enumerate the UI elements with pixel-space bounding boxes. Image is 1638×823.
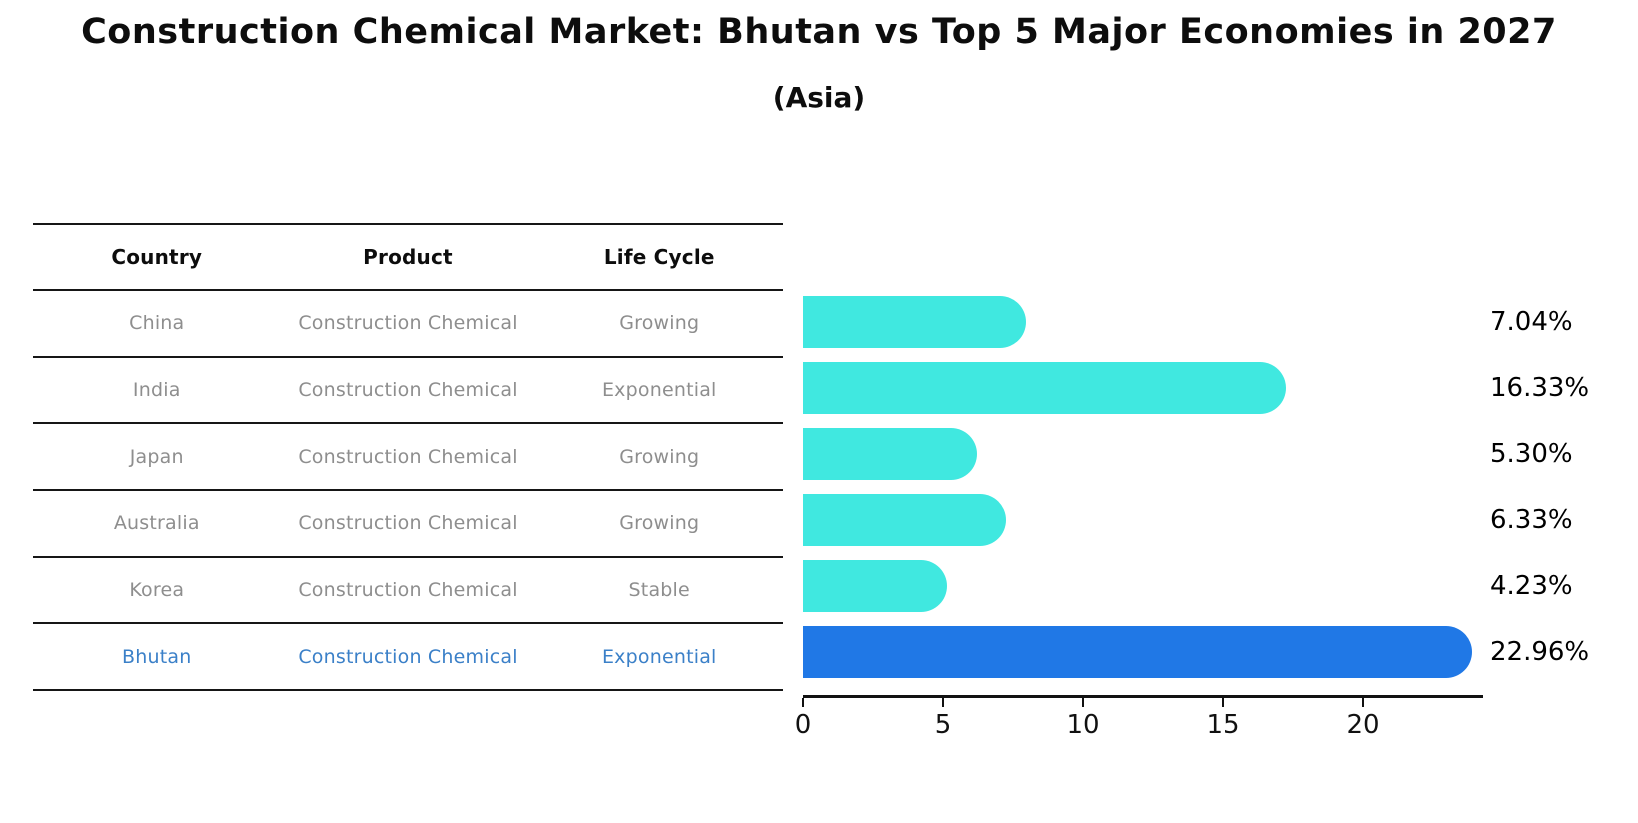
table-cell-country: Bhutan	[122, 645, 192, 668]
bar-china	[803, 296, 1027, 348]
table-cell-product: Construction Chemical	[298, 445, 518, 468]
table-cell-life-cycle: Stable	[628, 579, 690, 602]
bar-japan	[803, 428, 978, 480]
table-cell-country: Japan	[129, 445, 184, 468]
chart-title: Construction Chemical Market: Bhutan vs …	[81, 12, 1557, 52]
table-cell-product: Construction Chemical	[298, 579, 518, 602]
bar-bhutan	[803, 626, 1472, 678]
table-cell-country: Australia	[113, 512, 200, 535]
x-axis-tick-label: 0	[794, 710, 812, 740]
x-axis-tick	[1362, 698, 1364, 707]
table-cell-life-cycle: Exponential	[601, 645, 717, 668]
bar-value-label-bhutan: 22.96%	[1490, 637, 1590, 667]
comparison-table: Country Product Life Cycle China Construc…	[33, 223, 783, 692]
x-axis-tick-label: 5	[934, 710, 952, 740]
chart-subtitle: (Asia)	[772, 81, 866, 114]
x-axis-tick-label: 10	[1066, 710, 1100, 740]
bar-australia	[803, 494, 1007, 546]
x-axis-tick-label: 20	[1346, 710, 1380, 740]
table-cell-country: India	[132, 379, 181, 402]
bar-value-label-india: 16.33%	[1490, 373, 1590, 403]
table-cell-product: Construction Chemical	[298, 512, 518, 535]
x-axis-tick	[942, 698, 944, 707]
table-header-row: Country Product Life Cycle	[33, 225, 783, 291]
table-cell-country: Korea	[129, 579, 185, 602]
bar-value-label-china: 7.04%	[1490, 307, 1573, 337]
table-row-japan: Japan Construction Chemical Growing	[33, 424, 783, 492]
table-cell-life-cycle: Growing	[619, 445, 700, 468]
bar-value-label-korea: 4.23%	[1490, 571, 1573, 601]
table-cell-life-cycle: Growing	[619, 312, 700, 335]
table-row-korea: Korea Construction Chemical Stable	[33, 558, 783, 625]
table-row-bhutan: Bhutan Construction Chemical Exponential	[33, 624, 783, 692]
x-axis-tick	[1082, 698, 1084, 707]
bar-value-label-australia: 6.33%	[1490, 505, 1573, 535]
table-cell-product: Construction Chemical	[298, 379, 518, 402]
bar-india	[803, 362, 1287, 414]
table-cell-life-cycle: Growing	[619, 512, 700, 535]
table-row-australia: Australia Construction Chemical Growing	[33, 491, 783, 558]
x-axis-line	[803, 695, 1483, 698]
table-header-country: Country	[111, 245, 203, 269]
x-axis-tick	[802, 698, 804, 707]
x-axis-tick-label: 15	[1206, 710, 1240, 740]
table-row-india: India Construction Chemical Exponential	[33, 358, 783, 425]
table-body: China Construction Chemical Growing India Co…	[33, 291, 783, 692]
table-cell-country: China	[129, 312, 185, 335]
table-cell-product: Construction Chemical	[298, 312, 518, 335]
table-row-china: China Construction Chemical Growing	[33, 291, 783, 358]
table-header-life-cycle: Life Cycle	[603, 245, 715, 269]
bar-value-label-japan: 5.30%	[1490, 439, 1573, 469]
table-cell-product: Construction Chemical	[298, 645, 518, 668]
table-cell-life-cycle: Exponential	[601, 379, 717, 402]
x-axis-tick	[1222, 698, 1224, 707]
table-header-product: Product	[363, 245, 453, 269]
bar-korea	[803, 560, 948, 612]
